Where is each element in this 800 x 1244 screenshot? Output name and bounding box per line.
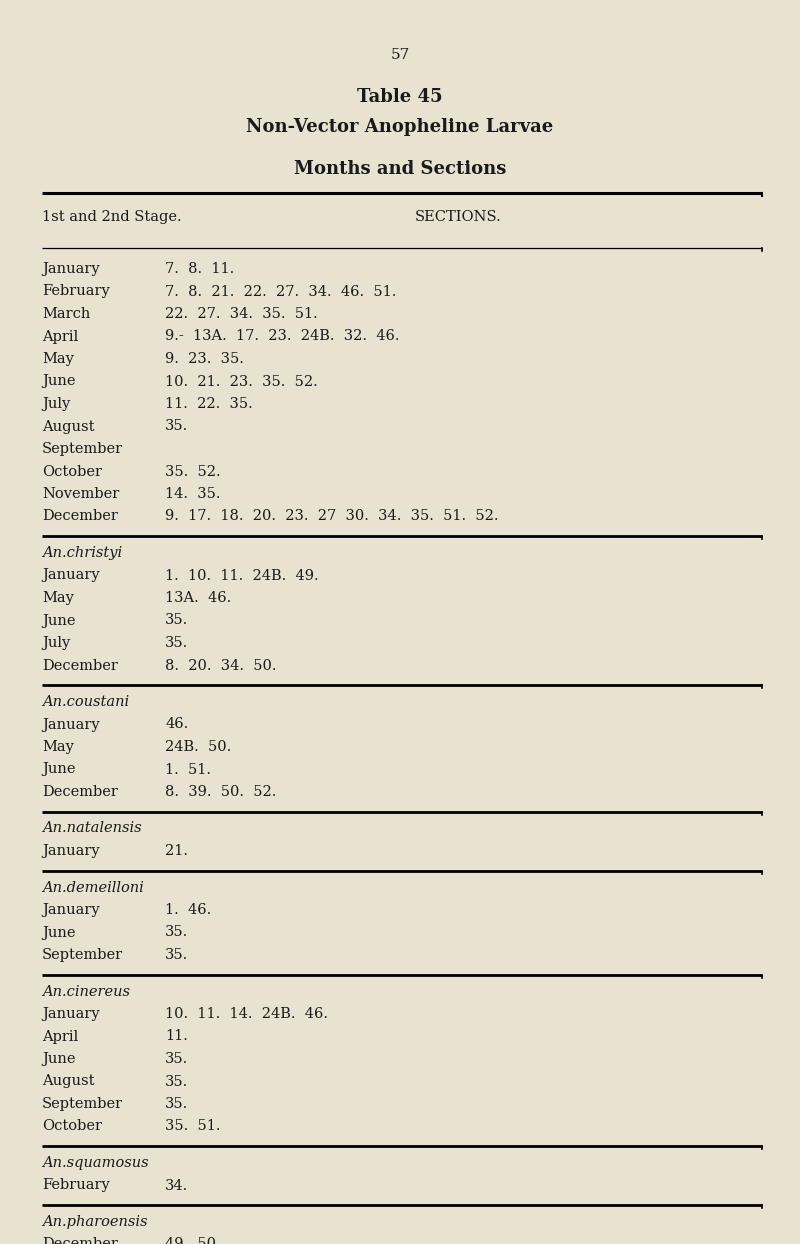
Text: August: August <box>42 1075 94 1088</box>
Text: January: January <box>42 262 100 276</box>
Text: June: June <box>42 763 75 776</box>
Text: 35.: 35. <box>165 419 188 433</box>
Text: An.demeilloni: An.demeilloni <box>42 881 144 894</box>
Text: 7.  8.  11.: 7. 8. 11. <box>165 262 234 276</box>
Text: SECTIONS.: SECTIONS. <box>415 210 502 224</box>
Text: January: January <box>42 843 100 858</box>
Text: January: January <box>42 718 100 731</box>
Text: August: August <box>42 419 94 433</box>
Text: 8.  20.  34.  50.: 8. 20. 34. 50. <box>165 658 277 673</box>
Text: July: July <box>42 636 70 651</box>
Text: 35.  52.: 35. 52. <box>165 464 221 479</box>
Text: 34.: 34. <box>165 1178 188 1193</box>
Text: 35.: 35. <box>165 1052 188 1066</box>
Text: December: December <box>42 1238 118 1244</box>
Text: July: July <box>42 397 70 411</box>
Text: 24B.  50.: 24B. 50. <box>165 740 231 754</box>
Text: 10.  11.  14.  24B.  46.: 10. 11. 14. 24B. 46. <box>165 1006 328 1021</box>
Text: April: April <box>42 1030 78 1044</box>
Text: May: May <box>42 740 74 754</box>
Text: 1.  51.: 1. 51. <box>165 763 211 776</box>
Text: An.squamosus: An.squamosus <box>42 1156 149 1171</box>
Text: 11.  22.  35.: 11. 22. 35. <box>165 397 253 411</box>
Text: An.christyi: An.christyi <box>42 546 122 560</box>
Text: An.pharoensis: An.pharoensis <box>42 1215 147 1229</box>
Text: December: December <box>42 510 118 524</box>
Text: 8.  39.  50.  52.: 8. 39. 50. 52. <box>165 785 276 799</box>
Text: An.cinereus: An.cinereus <box>42 984 130 999</box>
Text: 35.: 35. <box>165 1097 188 1111</box>
Text: 9.  17.  18.  20.  23.  27  30.  34.  35.  51.  52.: 9. 17. 18. 20. 23. 27 30. 34. 35. 51. 52… <box>165 510 498 524</box>
Text: April: April <box>42 330 78 343</box>
Text: 21.: 21. <box>165 843 188 858</box>
Text: November: November <box>42 486 119 501</box>
Text: 1.  10.  11.  24B.  49.: 1. 10. 11. 24B. 49. <box>165 569 318 582</box>
Text: 35.: 35. <box>165 636 188 651</box>
Text: Non-Vector Anopheline Larvae: Non-Vector Anopheline Larvae <box>246 118 554 136</box>
Text: 46.: 46. <box>165 718 188 731</box>
Text: 35.  51.: 35. 51. <box>165 1120 221 1133</box>
Text: May: May <box>42 591 74 605</box>
Text: 35.: 35. <box>165 948 188 962</box>
Text: May: May <box>42 352 74 366</box>
Text: December: December <box>42 785 118 799</box>
Text: 1st and 2nd Stage.: 1st and 2nd Stage. <box>42 210 182 224</box>
Text: 9.-  13A.  17.  23.  24B.  32.  46.: 9.- 13A. 17. 23. 24B. 32. 46. <box>165 330 399 343</box>
Text: June: June <box>42 926 75 939</box>
Text: 57: 57 <box>390 49 410 62</box>
Text: June: June <box>42 613 75 627</box>
Text: March: March <box>42 307 90 321</box>
Text: An.natalensis: An.natalensis <box>42 821 142 836</box>
Text: October: October <box>42 1120 102 1133</box>
Text: October: October <box>42 464 102 479</box>
Text: June: June <box>42 374 75 388</box>
Text: 35.: 35. <box>165 1075 188 1088</box>
Text: 14.  35.: 14. 35. <box>165 486 221 501</box>
Text: 49.  50.: 49. 50. <box>165 1238 221 1244</box>
Text: 1.  46.: 1. 46. <box>165 903 211 917</box>
Text: February: February <box>42 1178 110 1193</box>
Text: September: September <box>42 442 123 457</box>
Text: June: June <box>42 1052 75 1066</box>
Text: Months and Sections: Months and Sections <box>294 160 506 178</box>
Text: 22.  27.  34.  35.  51.: 22. 27. 34. 35. 51. <box>165 307 318 321</box>
Text: 35.: 35. <box>165 926 188 939</box>
Text: January: January <box>42 569 100 582</box>
Text: September: September <box>42 1097 123 1111</box>
Text: 13A.  46.: 13A. 46. <box>165 591 231 605</box>
Text: Table 45: Table 45 <box>357 88 443 106</box>
Text: September: September <box>42 948 123 962</box>
Text: An.coustani: An.coustani <box>42 695 129 709</box>
Text: 10.  21.  23.  35.  52.: 10. 21. 23. 35. 52. <box>165 374 318 388</box>
Text: 11.: 11. <box>165 1030 188 1044</box>
Text: 35.: 35. <box>165 613 188 627</box>
Text: January: January <box>42 903 100 917</box>
Text: December: December <box>42 658 118 673</box>
Text: 7.  8.  21.  22.  27.  34.  46.  51.: 7. 8. 21. 22. 27. 34. 46. 51. <box>165 285 396 299</box>
Text: January: January <box>42 1006 100 1021</box>
Text: February: February <box>42 285 110 299</box>
Text: 9.  23.  35.: 9. 23. 35. <box>165 352 244 366</box>
